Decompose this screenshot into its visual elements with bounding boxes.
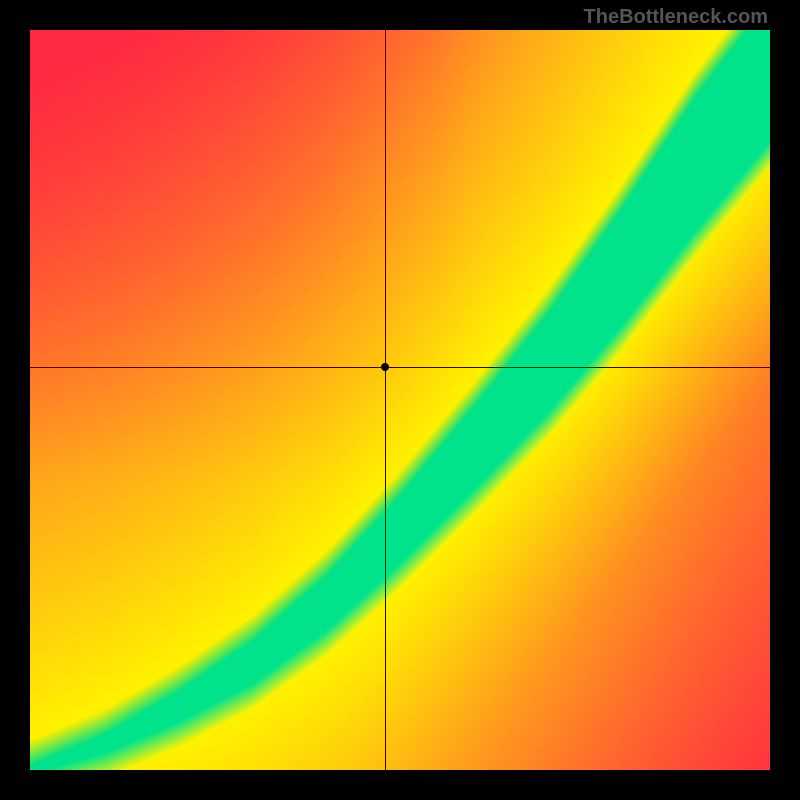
chart-container: TheBottleneck.com: [0, 0, 800, 800]
watermark-text: TheBottleneck.com: [584, 6, 768, 29]
heatmap-canvas: [30, 30, 770, 770]
crosshair-dot: [381, 363, 389, 371]
crosshair-vertical: [385, 30, 386, 770]
crosshair-horizontal: [30, 367, 770, 368]
plot-area: [30, 30, 770, 770]
